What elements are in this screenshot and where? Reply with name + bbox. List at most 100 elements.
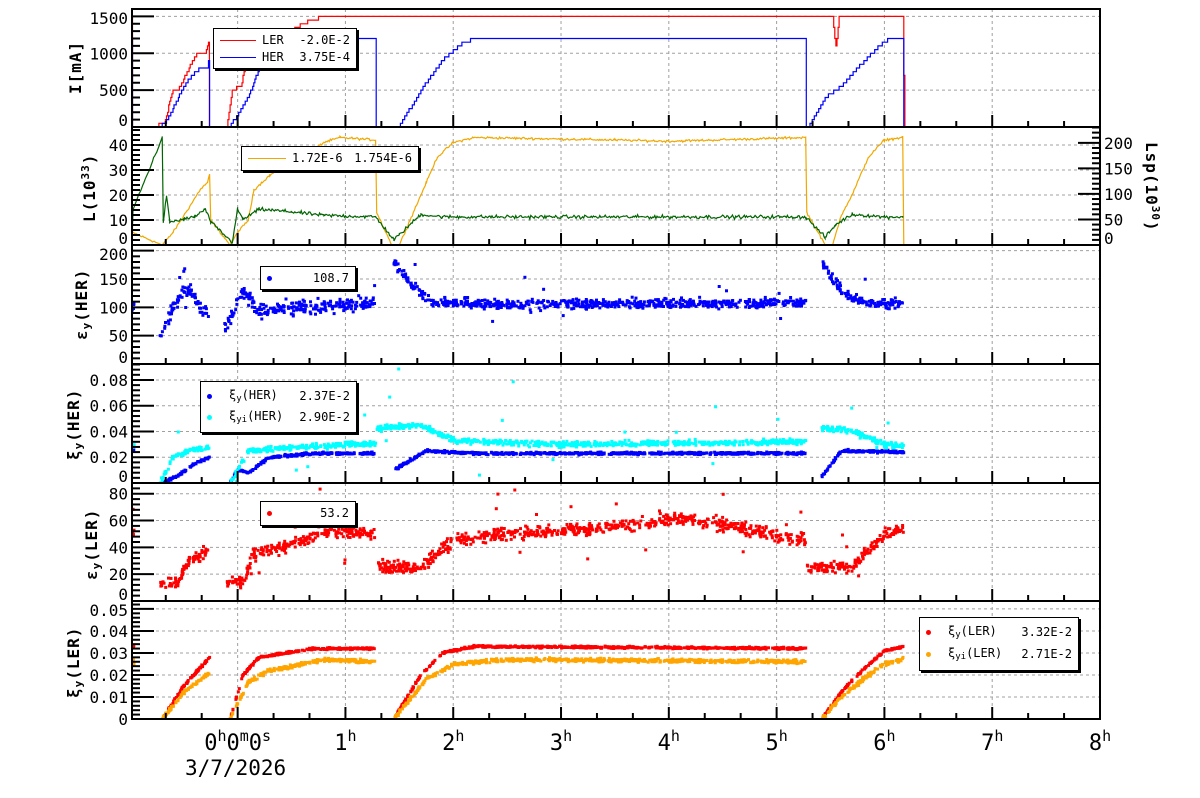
data-point bbox=[501, 443, 505, 447]
data-point bbox=[441, 435, 444, 439]
data-point bbox=[576, 451, 580, 455]
data-point bbox=[848, 296, 852, 300]
data-point bbox=[272, 456, 276, 460]
data-point bbox=[803, 299, 807, 302]
data-point bbox=[266, 456, 270, 460]
data-point bbox=[443, 299, 447, 303]
data-point bbox=[408, 426, 412, 430]
data-point bbox=[582, 451, 586, 455]
data-point bbox=[893, 450, 897, 454]
data-point bbox=[373, 284, 377, 288]
data-point bbox=[585, 441, 589, 445]
data-point bbox=[486, 453, 490, 457]
data-point bbox=[731, 441, 735, 445]
data-point bbox=[323, 528, 327, 532]
data-point bbox=[703, 440, 707, 444]
data-point bbox=[349, 298, 353, 302]
data-point bbox=[850, 569, 854, 573]
data-point bbox=[676, 439, 680, 443]
data-point bbox=[185, 566, 188, 570]
data-point bbox=[431, 560, 435, 564]
data-point bbox=[857, 430, 860, 434]
data-point bbox=[226, 326, 230, 330]
data-point bbox=[278, 307, 282, 311]
data-point bbox=[502, 527, 506, 530]
data-point bbox=[813, 562, 817, 566]
data-point bbox=[549, 440, 553, 444]
data-point bbox=[311, 445, 315, 449]
data-point bbox=[861, 450, 865, 454]
y-tick-label: 60 bbox=[109, 512, 128, 531]
data-point bbox=[899, 528, 903, 532]
data-point bbox=[522, 535, 526, 538]
data-point bbox=[506, 452, 510, 456]
data-point bbox=[179, 452, 183, 456]
data-point bbox=[369, 537, 373, 541]
data-point bbox=[853, 558, 857, 562]
data-point bbox=[455, 301, 458, 305]
data-point bbox=[454, 298, 458, 302]
data-point bbox=[372, 528, 376, 531]
data-point bbox=[198, 555, 202, 559]
data-point bbox=[371, 298, 375, 302]
data-point bbox=[858, 561, 861, 565]
data-point bbox=[656, 443, 659, 447]
data-point bbox=[548, 304, 552, 308]
data-point bbox=[181, 684, 185, 688]
data-point bbox=[303, 543, 307, 547]
data-point bbox=[837, 563, 841, 567]
data-point bbox=[469, 302, 473, 306]
data-point bbox=[865, 434, 869, 438]
data-point bbox=[714, 405, 718, 409]
data-point bbox=[670, 452, 674, 456]
data-point bbox=[186, 286, 190, 290]
data-point bbox=[634, 444, 638, 448]
data-point bbox=[466, 301, 469, 305]
data-point bbox=[266, 308, 270, 312]
y-tick-label: 0 bbox=[118, 348, 128, 367]
data-point bbox=[712, 516, 716, 520]
data-point bbox=[854, 450, 858, 454]
data-point bbox=[274, 455, 278, 459]
data-point bbox=[628, 528, 632, 532]
data-point bbox=[877, 450, 881, 454]
data-point bbox=[563, 452, 567, 456]
data-point bbox=[235, 480, 238, 483]
data-point bbox=[687, 438, 691, 442]
data-point bbox=[714, 299, 717, 303]
data-point bbox=[629, 442, 633, 446]
data-point bbox=[326, 451, 330, 455]
data-point bbox=[527, 534, 531, 538]
data-point bbox=[506, 531, 510, 534]
data-point bbox=[627, 438, 631, 442]
data-point bbox=[513, 452, 517, 456]
data-point bbox=[665, 521, 668, 525]
data-point bbox=[662, 298, 666, 302]
data-point bbox=[762, 437, 766, 441]
data-point bbox=[234, 578, 238, 581]
data-point bbox=[349, 442, 353, 446]
data-point bbox=[355, 300, 359, 304]
data-point bbox=[299, 305, 303, 309]
data-point bbox=[529, 532, 533, 536]
data-point bbox=[159, 334, 163, 338]
data-point bbox=[694, 443, 698, 447]
data-point bbox=[829, 427, 833, 431]
data-point bbox=[402, 462, 405, 466]
data-point bbox=[187, 561, 191, 565]
data-point bbox=[181, 453, 185, 457]
data-point bbox=[426, 561, 430, 565]
data-point bbox=[430, 450, 434, 454]
data-point bbox=[333, 304, 337, 308]
data-point bbox=[831, 569, 835, 573]
data-point bbox=[469, 442, 473, 446]
data-point bbox=[860, 296, 864, 300]
data-point bbox=[196, 669, 200, 673]
data-point bbox=[172, 581, 176, 585]
data-point bbox=[586, 557, 590, 561]
data-point bbox=[179, 472, 183, 476]
data-point bbox=[364, 296, 368, 300]
data-point bbox=[841, 533, 844, 537]
data-point bbox=[614, 526, 618, 530]
data-point bbox=[353, 307, 357, 311]
